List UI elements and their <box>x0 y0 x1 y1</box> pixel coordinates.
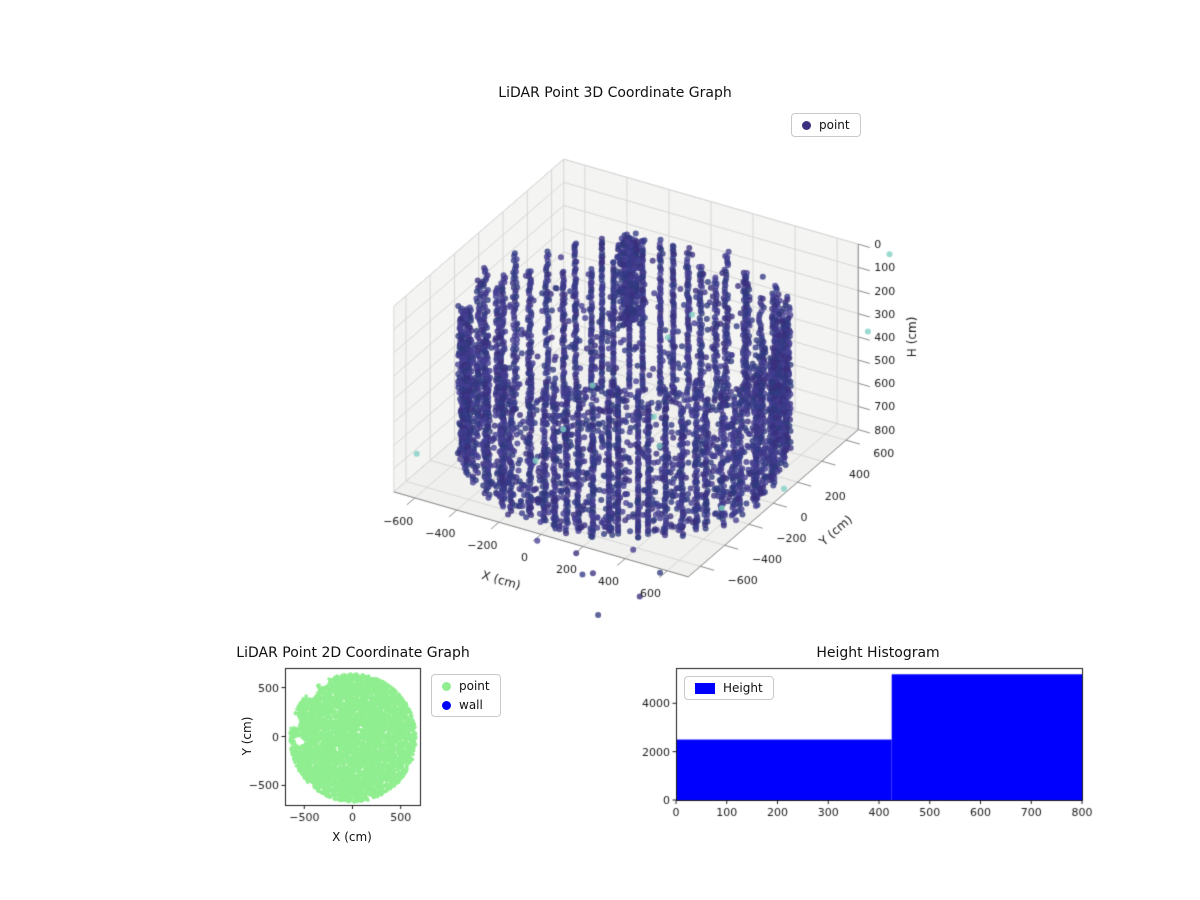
scatter2d-legend: point wall <box>431 674 501 717</box>
scatter3d-title: LiDAR Point 3D Coordinate Graph <box>498 85 732 101</box>
wall-marker-icon <box>442 700 451 710</box>
scatter2d-canvas <box>230 658 470 868</box>
legend-item-wall: wall <box>441 697 491 713</box>
legend-item-point: point <box>801 117 851 133</box>
point-marker-icon <box>802 120 811 130</box>
scatter2d-xaxis-label: X (cm) <box>332 830 372 844</box>
legend-label-point: point <box>819 118 850 132</box>
legend-item-point: point <box>441 678 491 694</box>
legend-label-wall: wall <box>459 698 483 712</box>
legend-item-height: Height <box>694 680 764 696</box>
legend-label-height: Height <box>723 681 763 695</box>
scatter3d-canvas <box>300 110 940 670</box>
scatter2d-yaxis-label: Y (cm) <box>240 716 254 756</box>
scatter2d-title: LiDAR Point 2D Coordinate Graph <box>236 645 470 661</box>
point-marker-icon <box>442 681 451 691</box>
height-patch-icon <box>695 682 715 694</box>
scatter3d-legend: point <box>791 113 861 137</box>
histogram-title: Height Histogram <box>816 645 940 661</box>
histogram-legend: Height <box>684 676 774 700</box>
legend-label-point: point <box>459 679 490 693</box>
